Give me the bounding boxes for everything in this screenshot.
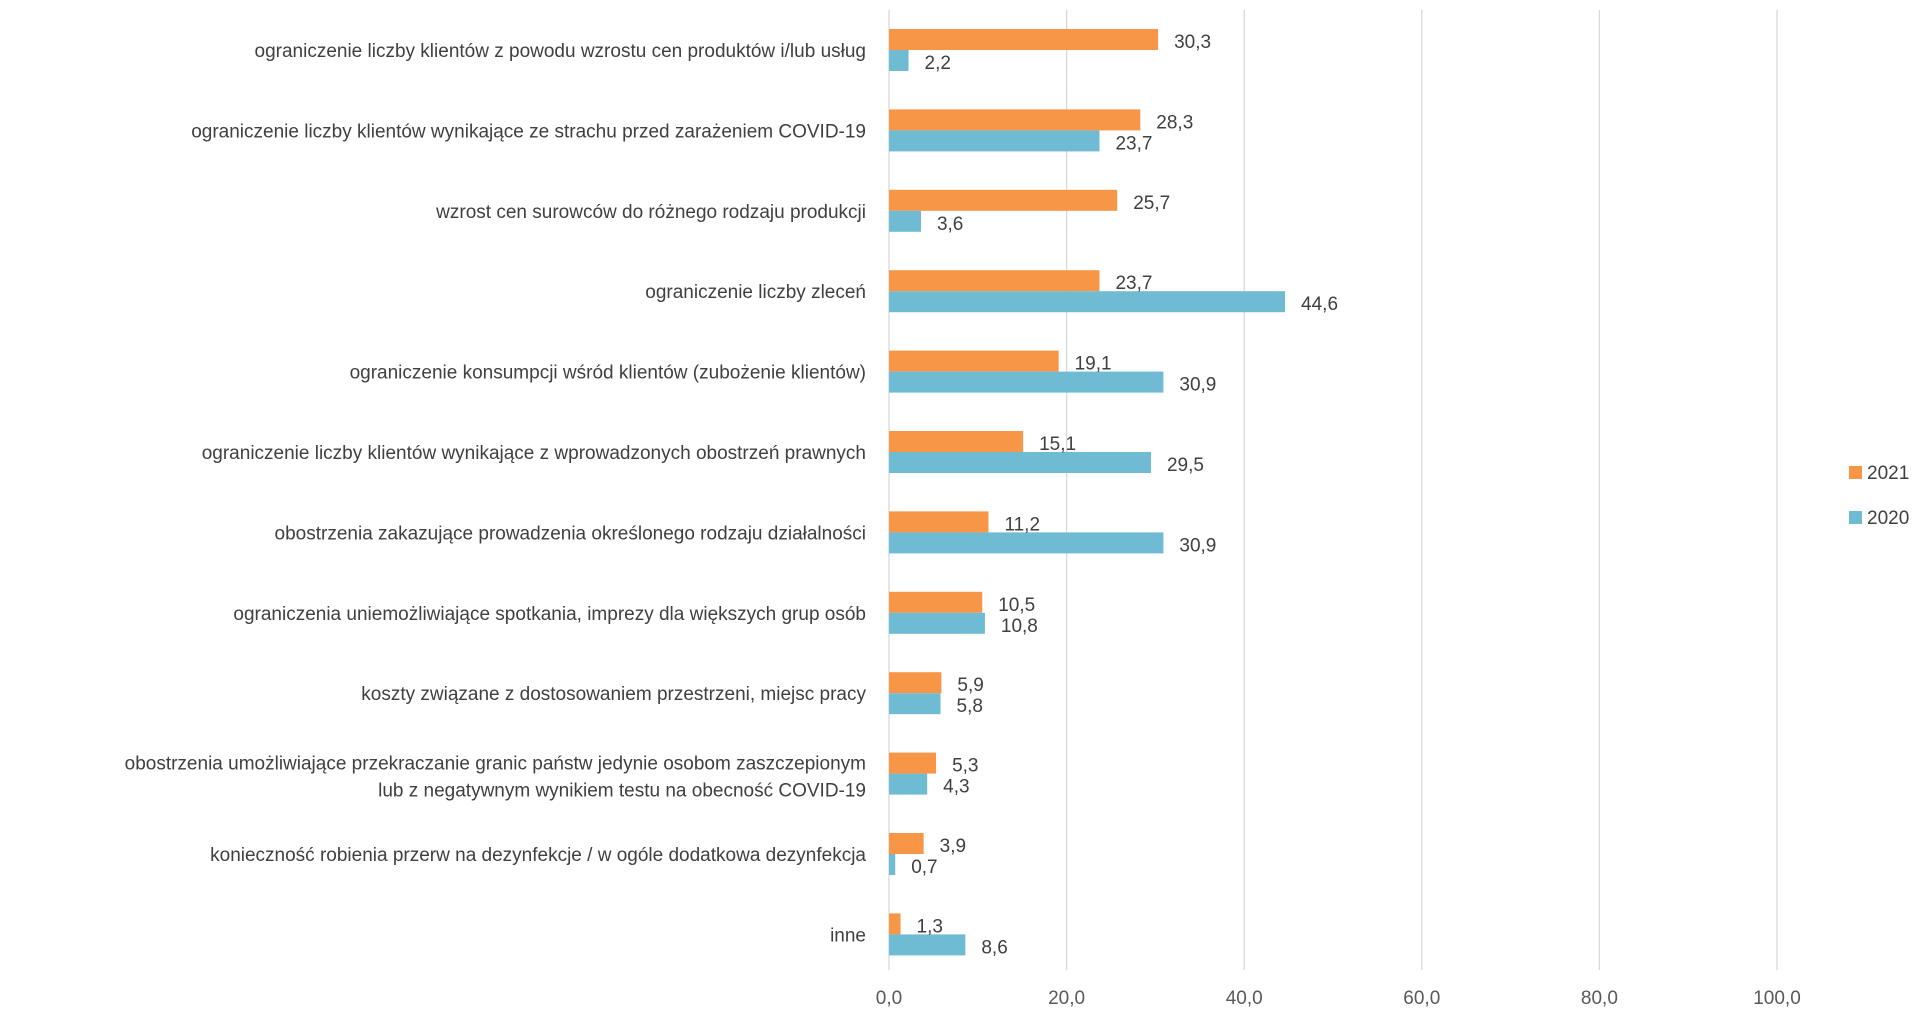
bar-2020 [889, 452, 1151, 473]
x-tick-label: 60,0 [1403, 988, 1440, 1009]
category-label-line: lub z negatywnym wynikiem testu na obecn… [378, 781, 866, 802]
data-label-2020: 5,8 [957, 696, 983, 717]
data-label-2020: 23,7 [1115, 133, 1152, 154]
x-tick-label: 80,0 [1581, 988, 1618, 1009]
category-label: ograniczenie liczby klientów wynikające … [191, 121, 866, 142]
data-label-2021: 25,7 [1133, 193, 1170, 214]
bar-2021 [889, 913, 901, 935]
gridlines [888, 10, 1778, 970]
bar-2021 [889, 511, 989, 533]
legend-swatch-2020 [1849, 511, 1862, 524]
bar-2021 [889, 672, 942, 694]
data-label-2020: 30,9 [1179, 535, 1216, 556]
bar-2020 [889, 532, 1164, 554]
bar-2020 [889, 210, 921, 232]
data-label-2021: 5,9 [957, 675, 983, 696]
data-label-2021: 3,9 [940, 836, 966, 857]
bar-2021 [889, 833, 924, 854]
bar-2021 [889, 189, 1118, 211]
category-label: ograniczenie konsumpcji wśród klientów (… [350, 363, 866, 384]
category-label-line: obostrzenia umożliwiające przekraczanie … [125, 754, 866, 775]
data-label-2020: 44,6 [1301, 294, 1338, 315]
category-label: ograniczenie liczby klientów z powodu wz… [255, 41, 867, 62]
data-label-2020: 2,2 [925, 53, 951, 74]
data-label-2021: 11,2 [1004, 514, 1040, 535]
x-tick-label: 0,0 [876, 988, 902, 1009]
x-tick-label: 20,0 [1048, 988, 1085, 1009]
data-label-2020: 10,8 [1001, 616, 1038, 637]
category-labels: ograniczenie liczby klientów z powodu wz… [125, 41, 867, 946]
data-label-2021: 23,7 [1115, 273, 1152, 294]
bar-2020 [889, 291, 1286, 313]
category-label: konieczność robienia przerw na dezynfekc… [210, 845, 866, 866]
bars [889, 29, 1286, 956]
data-label-2021: 1,3 [917, 916, 943, 937]
data-label-2021: 10,5 [998, 595, 1035, 616]
bar-2021 [889, 109, 1141, 131]
bar-2020 [889, 693, 941, 715]
bar-2021 [889, 752, 937, 774]
data-label-2020: 8,6 [981, 937, 1007, 958]
data-label-2021: 28,3 [1156, 112, 1193, 133]
data-label-2021: 15,1 [1039, 434, 1076, 455]
data-label-2020: 0,7 [911, 857, 937, 878]
data-label-2021: 30,3 [1174, 32, 1211, 53]
category-label: koszty związane z dostosowaniem przestrz… [361, 684, 866, 705]
category-label: ograniczenie liczby zleceń [645, 282, 866, 303]
bar-2021 [889, 29, 1159, 50]
category-label: ograniczenie liczby klientów wynikające … [202, 443, 866, 464]
bar-2021 [889, 270, 1100, 292]
bar-2020 [889, 371, 1164, 393]
bar-2020 [889, 773, 928, 795]
x-axis-ticks: 0,0 20,0 40,0 60,0 80,0 100,0 [876, 988, 1801, 1009]
data-label-2021: 5,3 [952, 756, 978, 777]
x-tick-label: 40,0 [1226, 988, 1263, 1009]
data-label-2021: 19,1 [1075, 354, 1112, 375]
legend-label-2021: 2021 [1867, 463, 1909, 484]
category-label: obostrzenia zakazujące prowadzenia okreś… [275, 523, 866, 544]
bar-2021 [889, 350, 1059, 372]
bar-2020 [889, 934, 966, 956]
category-label: inne [830, 925, 866, 946]
legend: 2021 2020 [1849, 463, 1909, 529]
bar-2020 [889, 854, 896, 875]
legend-label-2020: 2020 [1867, 508, 1909, 529]
x-tick-label: 100,0 [1753, 988, 1801, 1009]
bar-2020 [889, 130, 1100, 152]
data-label-2020: 4,3 [943, 777, 969, 798]
bar-2020 [889, 612, 985, 634]
category-label: wzrost cen surowców do różnego rodzaju p… [435, 202, 866, 223]
bar-2020 [889, 50, 909, 71]
bar-2021 [889, 591, 983, 613]
data-label-2020: 29,5 [1167, 455, 1204, 476]
data-label-2020: 3,6 [937, 214, 963, 235]
bar-2021 [889, 431, 1024, 452]
category-label: ograniczenia uniemożliwiające spotkania,… [233, 604, 866, 625]
data-labels: 30,3 28,3 25,7 23,7 19,1 15,1 11,2 10,5 5,9 5,3 3,… [911, 32, 1338, 958]
legend-swatch-2021 [1849, 466, 1862, 479]
data-label-2020: 30,9 [1179, 375, 1216, 396]
